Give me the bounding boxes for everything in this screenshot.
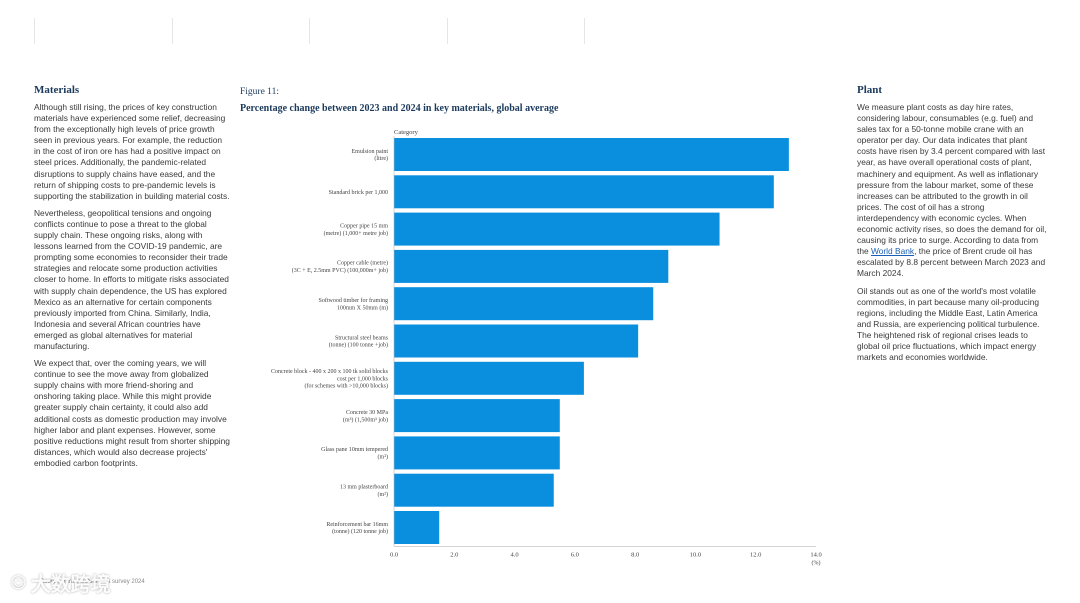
- bar: [394, 324, 639, 358]
- bar: [394, 511, 440, 544]
- category-label: Emulsion paint: [352, 149, 389, 155]
- category-axis-label: Category: [394, 129, 419, 136]
- category-label: (litre): [374, 155, 388, 162]
- bar: [394, 249, 669, 283]
- x-tick-label: 0.0: [390, 551, 398, 558]
- category-label: 100mm X 50mm (m): [337, 304, 388, 311]
- category-label: Reinforcement bar 16mm: [326, 521, 388, 528]
- x-tick-label: 4.0: [511, 551, 519, 558]
- x-tick-label: 14.0: [810, 551, 821, 558]
- category-label: cost per 1,000 blocks: [337, 376, 389, 382]
- bar: [394, 138, 789, 171]
- category-label: Concrete 30 MPa: [346, 410, 388, 416]
- materials-paragraph-3: We expect that, over the coming years, w…: [34, 358, 230, 468]
- plant-paragraph-1: We measure plant costs as day hire rates…: [857, 102, 1047, 280]
- category-label: (tonne) (100 tonne +job): [329, 342, 388, 349]
- category-label: Copper cable (metre): [337, 260, 388, 267]
- plant-heading: Plant: [857, 84, 883, 96]
- category-label: 13 mm plasterboard: [340, 485, 388, 491]
- plant-paragraph-1-text: We measure plant costs as day hire rates…: [857, 102, 1047, 257]
- bar: [394, 212, 720, 246]
- world-bank-link[interactable]: World Bank: [870, 246, 915, 257]
- plant-paragraph-1-text-end: , the price of Brent crude oil has escal…: [857, 246, 1046, 279]
- x-tick-label: 12.0: [750, 551, 761, 558]
- category-label: (metre) (1,000+ metre job): [324, 230, 388, 237]
- category-label: (m²): [378, 454, 388, 461]
- category-label: (tonne) (120 tonne job): [332, 528, 388, 535]
- category-label: (m²): [378, 491, 388, 498]
- x-tick-label: 6.0: [571, 551, 579, 558]
- bar: [394, 473, 554, 507]
- x-tick-label: 2.0: [450, 551, 458, 558]
- figure-label: Figure 11:: [240, 87, 279, 97]
- materials-paragraph-2: Nevertheless, geopolitical tensions and …: [34, 207, 229, 351]
- category-label: Softwood timber for framing: [319, 297, 389, 304]
- chat-bubble-icon: ☺: [10, 573, 27, 592]
- materials-heading: Materials: [34, 84, 80, 96]
- category-label: (m³) (1,500m³ job): [343, 416, 388, 423]
- bar: [394, 287, 654, 321]
- materials-paragraph-1: Although still rising, the prices of key…: [34, 102, 230, 201]
- category-label: Glass pane 10mm tempered: [321, 447, 388, 453]
- materials-column: Materials Although still rising, the pri…: [34, 84, 230, 475]
- top-divider: [34, 18, 722, 44]
- watermark: ☺ 大数跨境: [10, 568, 111, 597]
- bar: [394, 361, 584, 395]
- bar: [394, 399, 560, 433]
- source-note: Source: Infrastructure cost survey 2024: [40, 579, 145, 585]
- category-label: (for schemes with >10,000 blocks): [304, 383, 388, 390]
- x-tick-label: 8.0: [631, 551, 639, 558]
- bar: [394, 436, 560, 470]
- materials-bar-chart: Category Emulsion paint(litre) Standard br…: [271, 129, 822, 566]
- watermark-text: 大数跨境: [30, 572, 111, 596]
- plant-column: Plant We measure plant costs as day hire…: [857, 84, 1047, 369]
- category-label: Copper pipe 15 mm: [340, 223, 388, 229]
- bar: [394, 175, 774, 209]
- category-label: (3C + E, 2.5mm PVC) (100,000m+ job): [292, 267, 388, 274]
- chart-title: Percentage change between 2023 and 2024 …: [240, 103, 559, 114]
- category-label: Structural steel beams: [335, 335, 389, 341]
- x-tick-label: 10.0: [690, 551, 701, 558]
- x-unit-label: (%): [812, 559, 821, 566]
- plant-paragraph-2: Oil stands out as one of the world's mos…: [857, 285, 1040, 363]
- category-label: Standard brick per 1,000: [329, 190, 388, 196]
- category-label: Concrete block - 400 x 200 x 100 tk soli…: [271, 369, 389, 375]
